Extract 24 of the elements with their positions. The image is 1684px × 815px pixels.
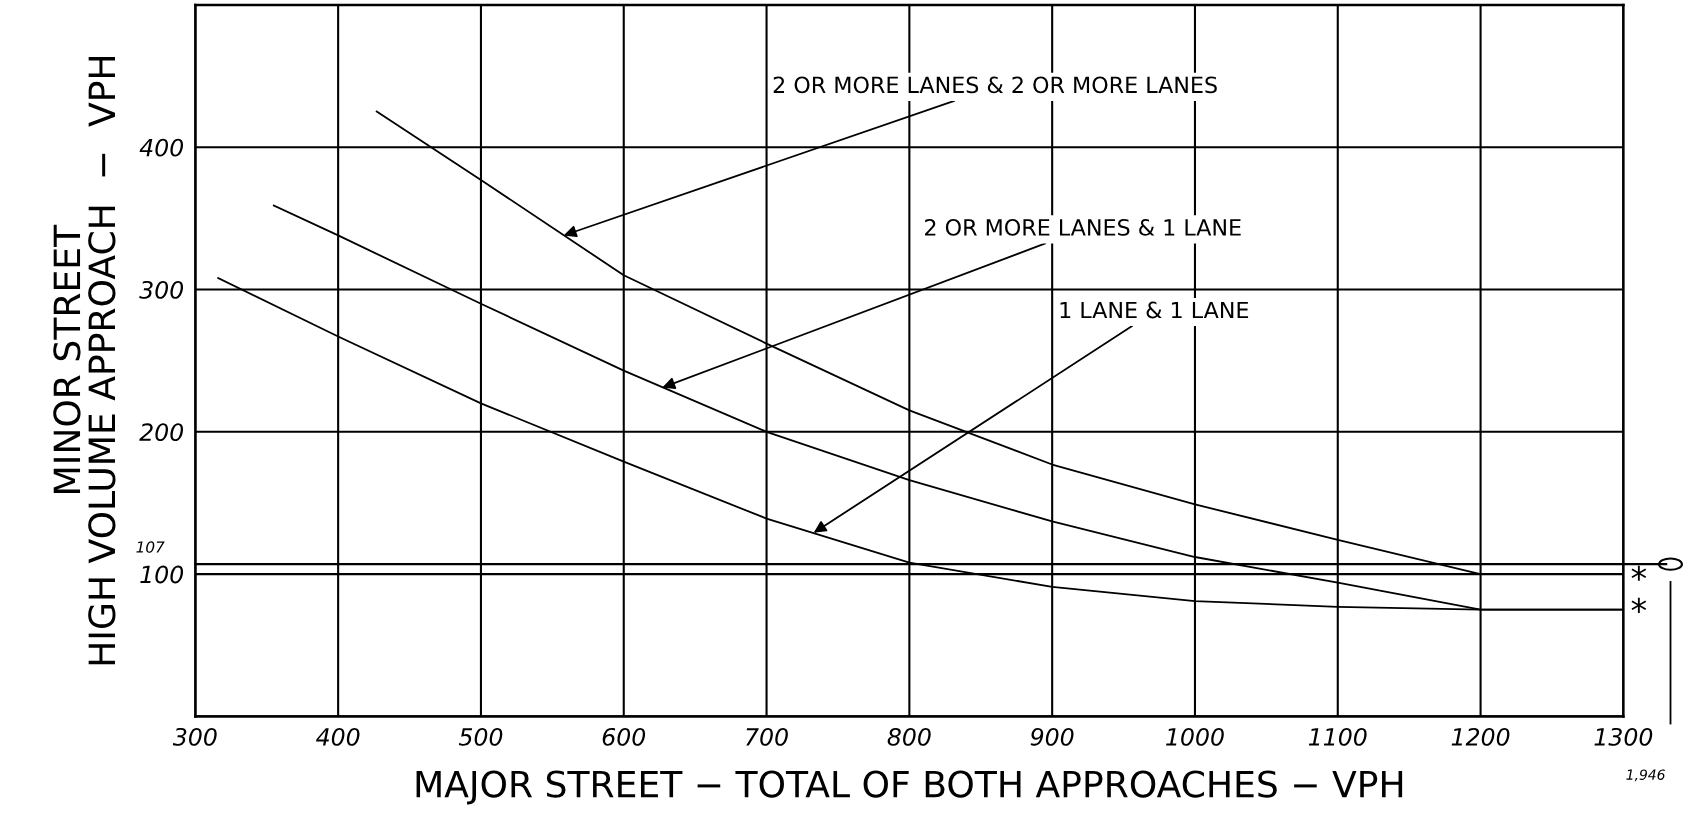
x-tick-label: 1100 (1308, 727, 1367, 746)
x-tick-label: 900 (1030, 727, 1074, 746)
y-tick-label: 200 (139, 423, 184, 442)
x-tick-label: 1000 (1166, 727, 1224, 746)
x-tick-label: 700 (746, 727, 788, 746)
annotation: 1 LANE & 1 LANE (1060, 301, 1249, 319)
x-tick-label: 1300 (1594, 727, 1653, 746)
x-tick-label: 500 (458, 727, 503, 746)
annotation: 2 OR MORE LANES & 2 OR MORE LANES (773, 76, 1217, 94)
text: * (1631, 565, 1647, 581)
x-tick-label: 400 (316, 727, 360, 746)
y-axis-title: MINOR STREET HIGH VOLUME APPROACH − VPH (53, 56, 116, 665)
x-tick-label: 600 (602, 727, 646, 746)
y-tick-label: 300 (139, 280, 184, 299)
y-tick-label: 400 (139, 138, 184, 157)
annotation: 2 OR MORE LANES & 1 LANE (925, 218, 1241, 236)
x-tick-label: 1200 (1451, 727, 1510, 746)
y-tick-label: 100 (140, 565, 184, 584)
ref-line-label: 107 (136, 541, 165, 553)
text: 1,946 (1626, 769, 1665, 782)
x-tick-label: 800 (887, 727, 931, 746)
x-axis-title: MAJOR STREET − TOTAL OF BOTH APPROACHES − VPH (416, 770, 1403, 805)
text: * (1631, 597, 1647, 613)
x-tick-label: 300 (172, 727, 217, 746)
